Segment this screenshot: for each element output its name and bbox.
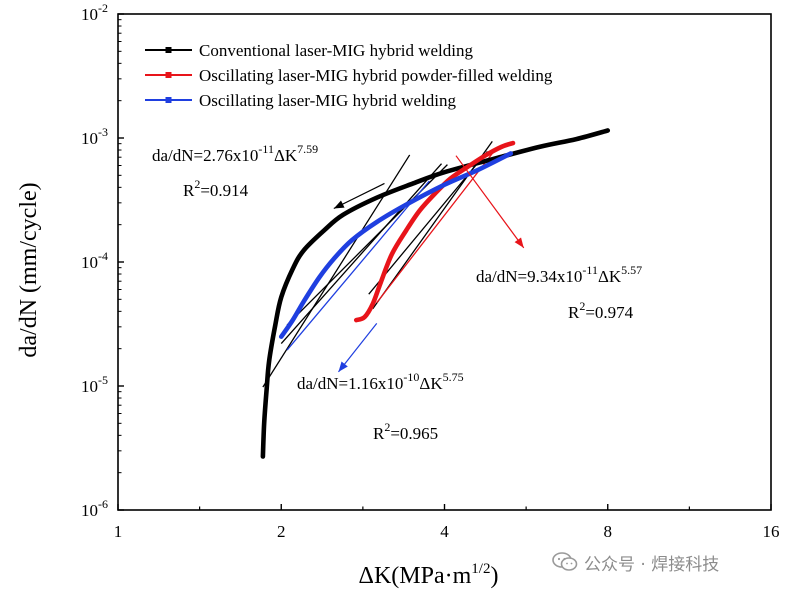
x-axis-ticks: 1 2 4 8 16 [114, 504, 780, 541]
legend-item-conventional-laser-mig-hybrid-welding: Conventional laser-MIG hybrid welding [145, 41, 473, 60]
x-tick-label: 16 [763, 522, 780, 541]
x-tick-label: 8 [604, 522, 613, 541]
fit-equation: da/dN=9.34x10-11ΔK5.57 [476, 263, 642, 286]
annotation-powder: da/dN=9.34x10-11ΔK5.57 R2=0.974 [476, 263, 642, 322]
annotation-oscillating: da/dN=1.16x10-10ΔK5.75 R2=0.965 [297, 370, 464, 443]
x-tick-label: 1 [114, 522, 123, 541]
legend-swatch-marker [165, 97, 172, 103]
fit-equation: da/dN=2.76x10-11ΔK7.59 [152, 142, 318, 165]
series-line-oscillating-laser-mig-hybrid-welding [278, 151, 514, 339]
legend-label: Conventional laser-MIG hybrid welding [199, 41, 473, 60]
annotation-arrow-head [338, 361, 348, 372]
legend: Conventional laser-MIG hybrid welding Osc… [145, 41, 553, 110]
fit-line [286, 180, 430, 351]
y-tick-label: 10-3 [81, 125, 108, 148]
watermark: 公众号 · 焊接科技 [552, 547, 719, 577]
series-line-oscillating-laser-mig-hybrid-powder-filled-welding [353, 140, 516, 323]
r-squared: R2=0.974 [568, 299, 634, 322]
x-tick-label: 4 [440, 522, 449, 541]
fit-line [376, 146, 498, 304]
y-tick-label: 10-6 [81, 497, 108, 520]
annotation-arrows [333, 155, 525, 373]
data-series [260, 128, 611, 459]
axis-labels: ΔK(MPa·m1/2) da/dN (mm/cycle) [16, 182, 498, 589]
fit-annotations: da/dN=2.76x10-11ΔK7.59 R2=0.914 da/dN=9.34… [152, 142, 642, 443]
annotation-arrow-line [337, 322, 378, 373]
y-axis-label: da/dN (mm/cycle) [16, 182, 42, 357]
annotation-arrow-head [514, 237, 524, 248]
annotation-arrow-line [455, 155, 525, 249]
legend-item-oscillating-laser-mig-hybrid-welding: Oscillating laser-MIG hybrid welding [145, 91, 456, 110]
fit-line [280, 163, 443, 344]
legend-label: Oscillating laser-MIG hybrid welding [199, 91, 456, 110]
watermark-text: 公众号 · 焊接科技 [584, 554, 720, 575]
legend-label: Oscillating laser-MIG hybrid powder-fill… [199, 66, 553, 85]
y-tick-label: 10-5 [81, 373, 108, 396]
annotation-conventional: da/dN=2.76x10-11ΔK7.59 R2=0.914 [152, 142, 318, 200]
legend-item-oscillating-laser-mig-hybrid-powder-filled-welding: Oscillating laser-MIG hybrid powder-fill… [145, 66, 553, 85]
y-tick-label: 10-2 [81, 1, 108, 24]
fit-equation: da/dN=1.16x10-10ΔK5.75 [297, 370, 464, 393]
y-axis-ticks: 10-6 10-5 10-4 10-3 10-2 [81, 1, 124, 520]
legend-swatch-marker [165, 72, 172, 78]
y-tick-label: 10-4 [81, 249, 108, 272]
r-squared: R2=0.965 [373, 420, 438, 443]
r-squared: R2=0.914 [183, 177, 249, 200]
x-tick-label: 2 [277, 522, 286, 541]
x-axis-label: ΔK(MPa·m1/2) [359, 561, 499, 589]
wechat-icon [552, 552, 578, 571]
legend-swatch-marker [165, 47, 172, 53]
annotation-arrow-head [333, 200, 345, 209]
